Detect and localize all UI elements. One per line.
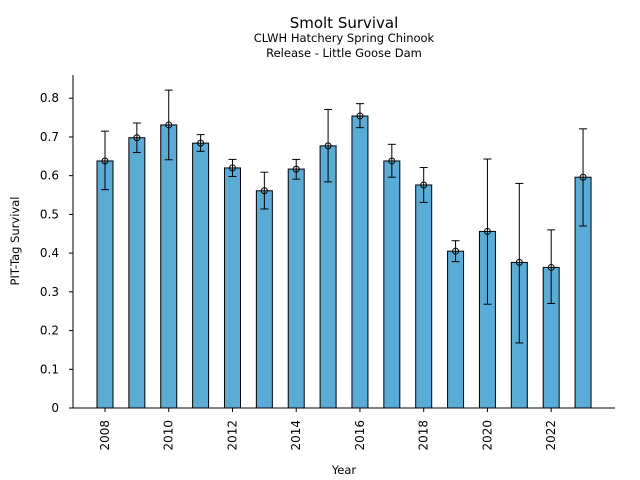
y-tick-label-0.6: 0.6 xyxy=(40,169,59,183)
bar-2010 xyxy=(160,124,178,409)
error-bars-group xyxy=(101,89,588,344)
chart-subtitle-line-1: CLWH Hatchery Spring Chinook xyxy=(254,31,435,45)
y-tick-label-0.5: 0.5 xyxy=(40,207,59,221)
bar-2017 xyxy=(383,160,401,409)
point-marker-2009 xyxy=(133,134,141,142)
bar-2008 xyxy=(96,160,114,409)
x-tick-label-2022: 2022 xyxy=(544,420,558,451)
point-marker-2018 xyxy=(420,181,428,189)
x-ticks-group: 2008 2010 2012 2014 2016 2018 2020 2022 xyxy=(98,408,558,451)
y-ticks-group: 0 0.1 0.2 0.3 0.4 0.5 0.6 0.7 0.8 xyxy=(40,91,73,415)
y-tick-label-0: 0 xyxy=(51,401,59,415)
point-marker-2015 xyxy=(324,142,332,150)
x-tick-label-2018: 2018 xyxy=(417,420,431,451)
y-tick-label-0.2: 0.2 xyxy=(40,324,59,338)
bar-2009 xyxy=(128,137,146,409)
point-marker-2023 xyxy=(579,173,587,181)
bars-group xyxy=(96,115,592,409)
x-tick-label-2016: 2016 xyxy=(353,420,367,451)
bar-2011 xyxy=(192,142,210,409)
chart-title: Smolt Survival xyxy=(290,14,399,32)
y-tick-label-0.1: 0.1 xyxy=(40,362,59,376)
x-tick-label-2008: 2008 xyxy=(98,420,112,451)
point-marker-2014 xyxy=(292,165,300,173)
bar-2018 xyxy=(415,184,433,409)
x-tick-label-2010: 2010 xyxy=(162,420,176,451)
bar-2019 xyxy=(447,250,465,409)
y-axis-label: PIT-Tag Survival xyxy=(8,197,22,286)
x-axis-label: Year xyxy=(331,463,357,477)
point-marker-2010 xyxy=(165,121,173,129)
point-marker-2012 xyxy=(228,164,236,172)
x-tick-label-2014: 2014 xyxy=(289,420,303,451)
point-marker-2019 xyxy=(452,247,460,255)
point-marker-2017 xyxy=(388,157,396,165)
x-tick-label-2012: 2012 xyxy=(225,420,239,451)
chart-subtitle-line-2: Release - Little Goose Dam xyxy=(266,46,422,60)
point-marker-2016 xyxy=(356,112,364,120)
point-marker-2013 xyxy=(260,187,268,195)
y-tick-label-0.8: 0.8 xyxy=(40,91,59,105)
x-tick-label-2020: 2020 xyxy=(480,420,494,451)
bar-2014 xyxy=(287,168,305,409)
bar-2013 xyxy=(255,190,273,409)
point-marker-2021 xyxy=(515,258,523,266)
bar-2012 xyxy=(223,167,241,409)
y-tick-label-0.4: 0.4 xyxy=(40,246,59,260)
y-tick-label-0.3: 0.3 xyxy=(40,285,59,299)
bar-2015 xyxy=(319,145,337,409)
point-marker-2022 xyxy=(547,263,555,271)
point-marker-2011 xyxy=(197,139,205,147)
point-marker-2020 xyxy=(483,227,491,235)
point-marker-2008 xyxy=(101,157,109,165)
bar-2016 xyxy=(351,115,369,409)
y-tick-label-0.7: 0.7 xyxy=(40,130,59,144)
